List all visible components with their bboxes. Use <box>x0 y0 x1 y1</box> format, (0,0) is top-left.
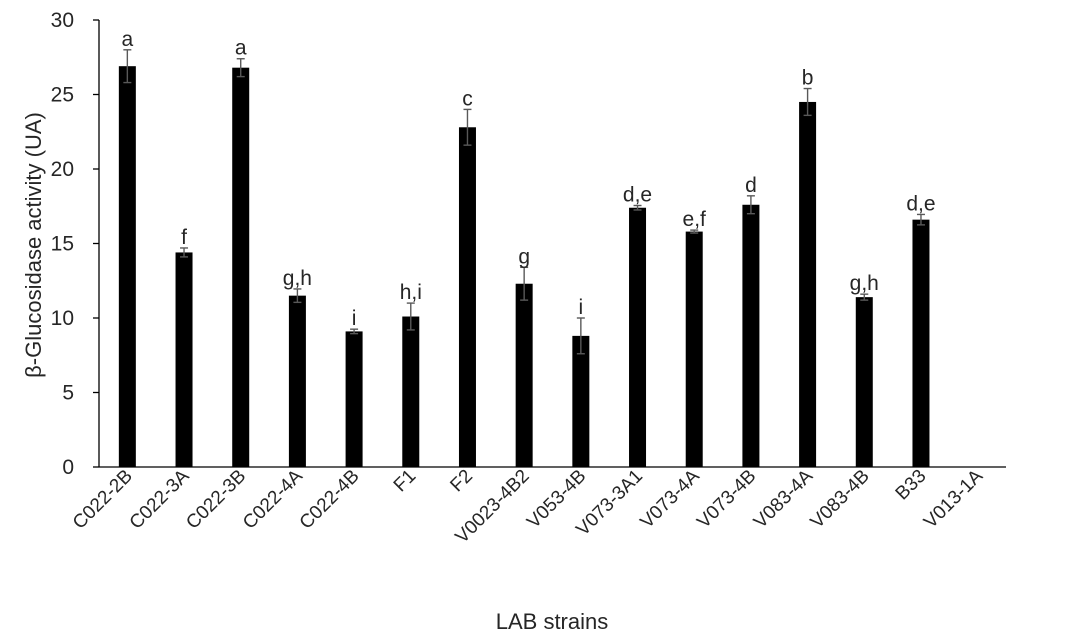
bar <box>175 252 193 467</box>
bar <box>232 67 250 468</box>
x-tick-label: V083-4A <box>750 465 817 532</box>
significance-label: g,h <box>283 267 312 290</box>
significance-label: a <box>235 37 247 60</box>
bar <box>118 66 136 467</box>
y-tick-label: 15 <box>51 233 74 256</box>
y-tick-label: 30 <box>51 9 74 32</box>
error-bars <box>123 49 925 355</box>
significance-label: a <box>122 28 134 51</box>
significance-label: d,e <box>623 184 652 207</box>
y-tick-label: 20 <box>51 158 74 181</box>
bar <box>742 204 760 467</box>
y-axis: 0 5 10 15 20 25 30 <box>51 9 100 479</box>
bar <box>572 335 590 467</box>
significance-label: g,h <box>850 272 879 295</box>
y-tick-label: 10 <box>51 307 74 330</box>
bar <box>515 283 533 467</box>
significance-label: g <box>518 245 530 268</box>
significance-label: d <box>745 174 757 197</box>
x-tick-label: V083-4B <box>807 466 874 533</box>
y-tick-label: 0 <box>62 456 74 479</box>
significance-labels: a f a g,h i h,i c g i d,e e,f d b g,h d,e <box>122 28 936 330</box>
bar <box>685 231 703 467</box>
bar <box>288 295 306 467</box>
significance-label: d,e <box>906 192 935 215</box>
x-tick-label: C022-2B <box>69 466 137 534</box>
significance-label: c <box>462 87 473 110</box>
y-axis-title: β-Glucosidase activity (UA) <box>21 112 46 378</box>
bar <box>855 297 873 467</box>
x-tick-label: V073-4A <box>637 465 704 532</box>
x-axis-title: LAB strains <box>496 609 609 634</box>
significance-label: b <box>802 67 814 90</box>
significance-label: h,i <box>400 281 422 304</box>
bar <box>912 219 930 467</box>
x-tick-label: C022-3B <box>182 466 250 534</box>
significance-label: i <box>352 307 357 330</box>
y-tick-label: 5 <box>62 382 74 405</box>
y-tick-label: 25 <box>51 84 74 107</box>
significance-label: f <box>181 226 187 249</box>
bar <box>345 331 363 467</box>
bar <box>799 101 817 467</box>
bar <box>629 207 647 468</box>
x-tick-label: B33 <box>892 466 931 505</box>
x-tick-label: C022-4A <box>239 465 307 533</box>
x-tick-label: V073-4B <box>693 466 760 533</box>
x-tick-label: C022-4B <box>296 466 364 534</box>
x-tick-label: C022-3A <box>126 465 194 533</box>
bars <box>118 66 930 468</box>
significance-label: e,f <box>683 208 707 231</box>
x-tick-label: V013-1A <box>920 465 987 532</box>
x-tick-label: F1 <box>390 466 421 497</box>
x-tick-label: F2 <box>446 466 477 497</box>
bar <box>458 127 476 467</box>
significance-label: i <box>579 296 584 319</box>
bar <box>402 316 420 467</box>
